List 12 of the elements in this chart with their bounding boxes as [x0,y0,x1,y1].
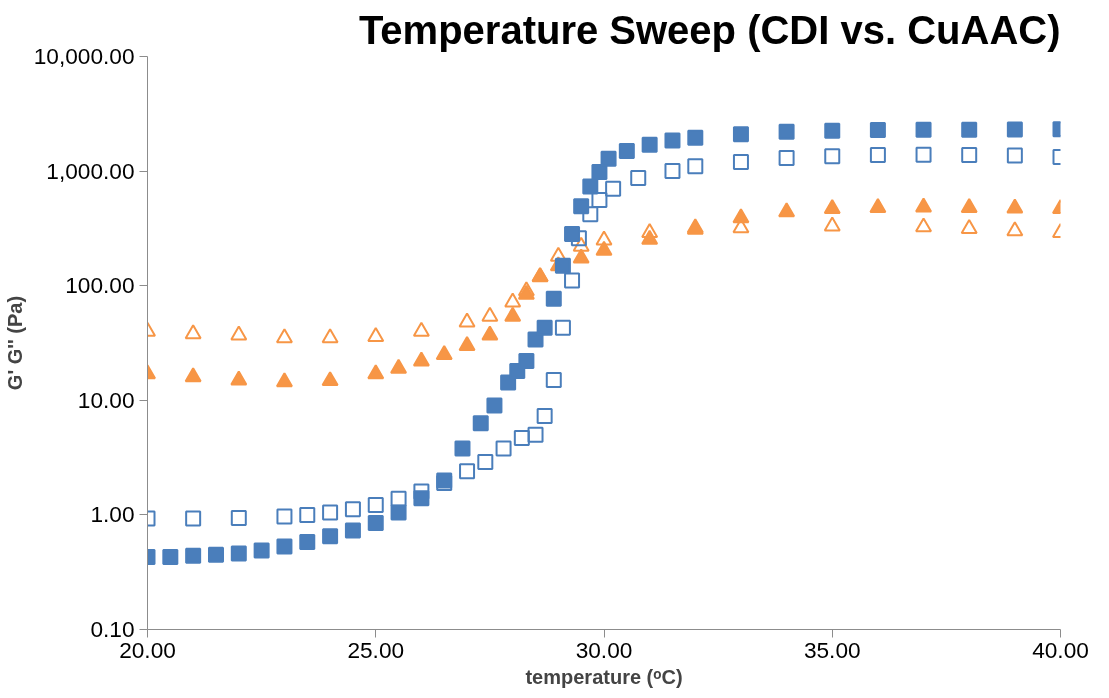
x-tick-label: 25.00 [347,636,405,663]
y-tick-label: 10,000.00 [33,43,135,69]
y-tick-label: 1.00 [90,501,135,528]
x-tick-label: 40.00 [1032,636,1089,663]
y-tick-label: 10.00 [77,386,135,413]
x-axis-title: temperature (ᵒC) [525,665,683,688]
chart-title: Temperature Sweep (CDI vs. CuAAC) [358,7,1061,52]
y-axis-title: G' G'' (Pa) [3,295,26,391]
y-tick-label: 100.00 [65,272,135,299]
y-tick-label: 1,000.00 [46,157,135,184]
x-tick-label: 30.00 [575,636,633,663]
x-tick-label: 35.00 [803,636,861,663]
